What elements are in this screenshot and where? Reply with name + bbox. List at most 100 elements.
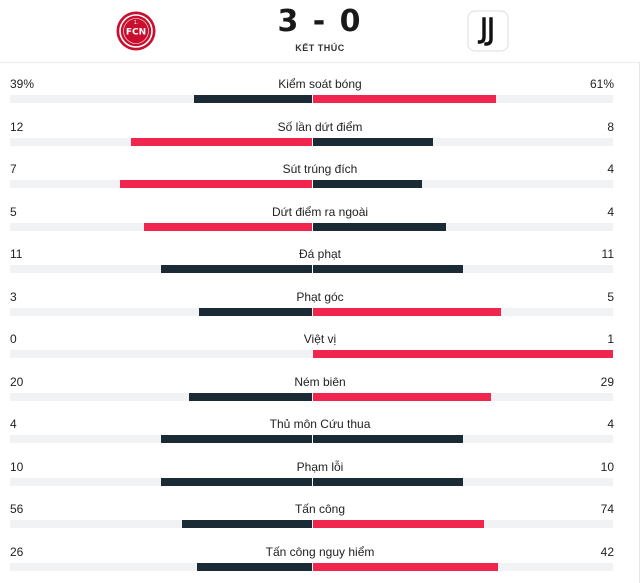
stat-home-value: 3	[10, 289, 17, 304]
stat-home-bar	[119, 180, 312, 188]
stat-home-track	[10, 137, 312, 146]
stat-home-value: 5	[10, 204, 17, 219]
stat-away-value: 42	[600, 544, 614, 559]
stat-home-track	[10, 392, 312, 401]
stat-away-bar	[313, 477, 463, 486]
stat-row: 3 Phạt góc 5	[0, 285, 640, 328]
stat-home-value: 12	[10, 119, 24, 134]
stat-label: Đá phạt	[298, 247, 342, 261]
stat-home-bar	[181, 520, 312, 528]
stat-home-bar	[194, 95, 312, 103]
stat-away-value: 4	[607, 417, 614, 431]
stat-label: Thủ môn Cứu thua	[269, 417, 371, 431]
stat-label: Phạm lỗi	[296, 459, 344, 474]
fcn-crest-icon[interactable]: 1. FCN	[115, 10, 157, 52]
svg-text:1.: 1.	[134, 20, 139, 26]
stat-away-track	[313, 350, 613, 358]
stat-away-track	[313, 562, 613, 571]
svg-text:FCN: FCN	[126, 28, 146, 38]
stat-away-bar	[313, 137, 433, 146]
stat-home-value: 11	[10, 247, 23, 261]
stat-home-track	[10, 562, 312, 571]
stat-row: 7 Sút trúng đích 4	[0, 157, 640, 200]
stat-away-bar	[313, 95, 496, 103]
stat-home-value: 56	[10, 502, 24, 516]
stat-home-value: 4	[10, 417, 17, 431]
stat-away-value: 4	[607, 204, 614, 219]
stat-away-bar	[313, 222, 447, 231]
stat-away-value: 11	[601, 247, 614, 261]
stat-home-bar	[130, 137, 312, 146]
stat-home-track	[10, 435, 312, 443]
stat-away-value: 10	[600, 459, 614, 474]
stat-away-track	[313, 95, 613, 103]
stat-home-track	[10, 180, 312, 188]
stat-home-bar	[198, 307, 312, 316]
stat-home-value: 7	[10, 162, 17, 176]
stat-away-bar	[313, 392, 491, 401]
stat-home-value: 39%	[10, 77, 35, 91]
stat-home-track	[10, 95, 312, 103]
stat-home-track	[10, 477, 312, 486]
stat-label: Số lần dứt điểm	[277, 119, 363, 134]
stat-home-value: 20	[10, 374, 24, 389]
stat-home-value: 0	[10, 332, 17, 346]
stat-row: 10 Phạm lỗi 10	[0, 455, 640, 498]
stat-away-bar	[313, 562, 499, 571]
stat-row: 4 Thủ môn Cứu thua 4	[0, 412, 640, 455]
stat-row: 12 Số lần dứt điểm 8	[0, 115, 640, 158]
stat-away-track	[313, 392, 613, 401]
stat-label: Tấn công	[294, 502, 346, 516]
stat-away-bar	[313, 520, 484, 528]
stat-away-value: 5	[607, 289, 614, 304]
match-score: 3 - 0	[277, 4, 363, 39]
stat-label: Dứt điểm ra ngoài	[271, 204, 369, 219]
stat-home-track	[10, 222, 312, 231]
match-header: 1. FCN 3 - 0 KẾT THÚC	[0, 0, 640, 63]
stat-away-track	[313, 307, 613, 316]
stat-away-value: 74	[600, 502, 614, 516]
stat-row: 20 Ném biên 29	[0, 370, 640, 413]
stat-away-bar	[313, 180, 423, 188]
stat-row: 39% Kiểm soát bóng 61%	[0, 72, 640, 115]
stat-away-bar	[313, 350, 613, 358]
stat-row: 0 Việt vị 1	[0, 327, 640, 370]
stat-label: Việt vị	[303, 332, 337, 346]
stat-row: 5 Dứt điểm ra ngoài 4	[0, 200, 640, 243]
stat-home-bar	[188, 392, 312, 401]
stat-home-track	[10, 307, 312, 316]
stat-away-track	[313, 435, 613, 443]
stat-away-value: 8	[607, 119, 614, 134]
stat-row: 26 Tấn công nguy hiểm 42	[0, 540, 640, 583]
stat-home-bar	[196, 562, 312, 571]
juventus-logo-icon[interactable]	[467, 10, 509, 52]
stat-home-bar	[161, 477, 312, 486]
stat-home-track	[10, 265, 312, 273]
stat-label: Ném biên	[294, 374, 346, 389]
stat-home-track	[10, 520, 312, 528]
stat-label: Phạt góc	[296, 289, 344, 304]
stat-away-track	[313, 137, 613, 146]
stat-label: Sút trúng đích	[282, 162, 358, 176]
stat-label: Kiểm soát bóng	[278, 77, 362, 91]
match-status: KẾT THÚC	[295, 43, 345, 53]
stat-away-track	[313, 180, 613, 188]
stat-home-bar	[144, 222, 312, 231]
stat-away-track	[313, 265, 613, 273]
stat-label: Tấn công nguy hiểm	[265, 544, 375, 559]
stat-home-value: 10	[10, 459, 24, 474]
stat-away-bar	[313, 265, 463, 273]
stat-away-bar	[313, 307, 501, 316]
stat-row: 11 Đá phạt 11	[0, 242, 640, 285]
stat-home-track	[10, 350, 312, 358]
stat-away-track	[313, 520, 613, 528]
stat-away-value: 61%	[589, 77, 614, 91]
match-stats-list: 39% Kiểm soát bóng 61% 12 Số lần dứt điểm 8 7 S…	[0, 72, 640, 582]
stat-home-value: 26	[10, 544, 24, 559]
stat-home-bar	[161, 265, 312, 273]
stat-away-track	[313, 477, 613, 486]
stat-home-bar	[161, 435, 312, 443]
stat-away-value: 4	[607, 162, 614, 176]
stat-away-bar	[313, 435, 463, 443]
stat-away-value: 1	[607, 332, 614, 346]
